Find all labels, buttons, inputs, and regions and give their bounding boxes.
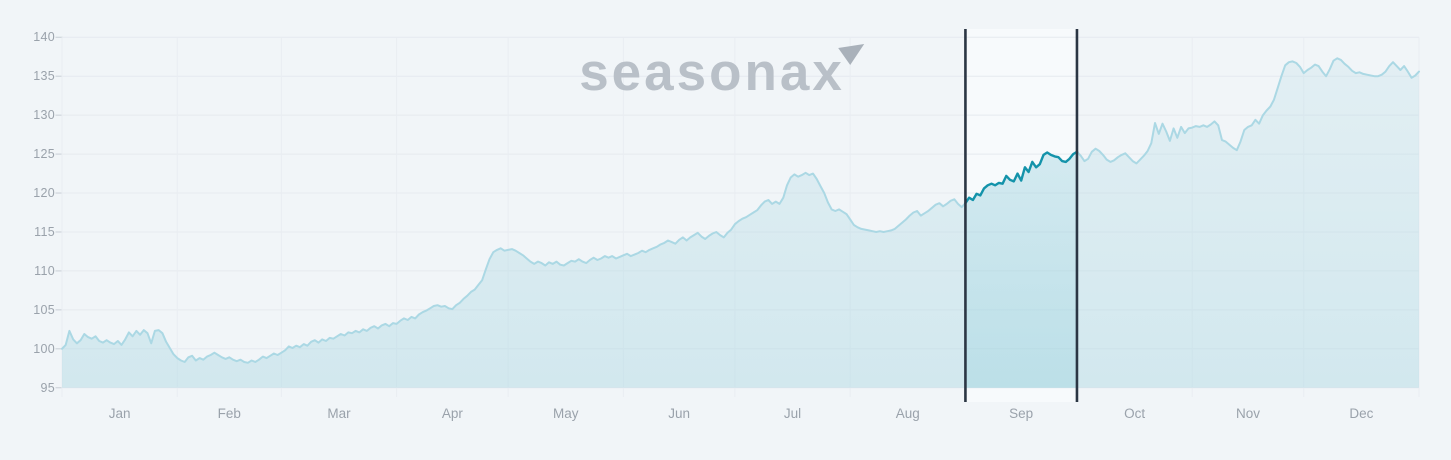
x-axis-label: Dec bbox=[1349, 406, 1374, 421]
y-axis-label: 125 bbox=[33, 147, 55, 162]
x-axis-label: Sep bbox=[1009, 406, 1034, 421]
x-axis-label: Nov bbox=[1235, 406, 1260, 421]
y-axis-label: 105 bbox=[33, 302, 55, 317]
x-axis-label: Apr bbox=[441, 406, 463, 421]
area-fill bbox=[62, 58, 1419, 388]
x-axis-label: Jul bbox=[783, 406, 802, 421]
y-axis-label: 130 bbox=[33, 108, 55, 123]
y-axis-label: 135 bbox=[33, 69, 55, 84]
y-axis-label: 120 bbox=[33, 186, 55, 201]
y-axis-label: 100 bbox=[33, 341, 55, 356]
y-axis-label: 140 bbox=[33, 30, 55, 45]
x-axis-label: Jun bbox=[668, 406, 691, 421]
y-axis-label: 95 bbox=[40, 380, 55, 395]
y-axis-label: 110 bbox=[34, 263, 55, 278]
x-axis-label: Mar bbox=[327, 406, 351, 421]
x-axis-label: Aug bbox=[895, 406, 920, 421]
y-axis-label: 115 bbox=[34, 224, 55, 239]
x-axis-label: Feb bbox=[217, 406, 241, 421]
x-axis-label: Jan bbox=[108, 406, 131, 421]
x-axis-label: Oct bbox=[1124, 406, 1146, 421]
x-axis-label: May bbox=[552, 406, 579, 421]
highlight-line bbox=[964, 150, 1079, 205]
price-line bbox=[61, 57, 1420, 364]
area-fill-highlight bbox=[965, 151, 1077, 388]
